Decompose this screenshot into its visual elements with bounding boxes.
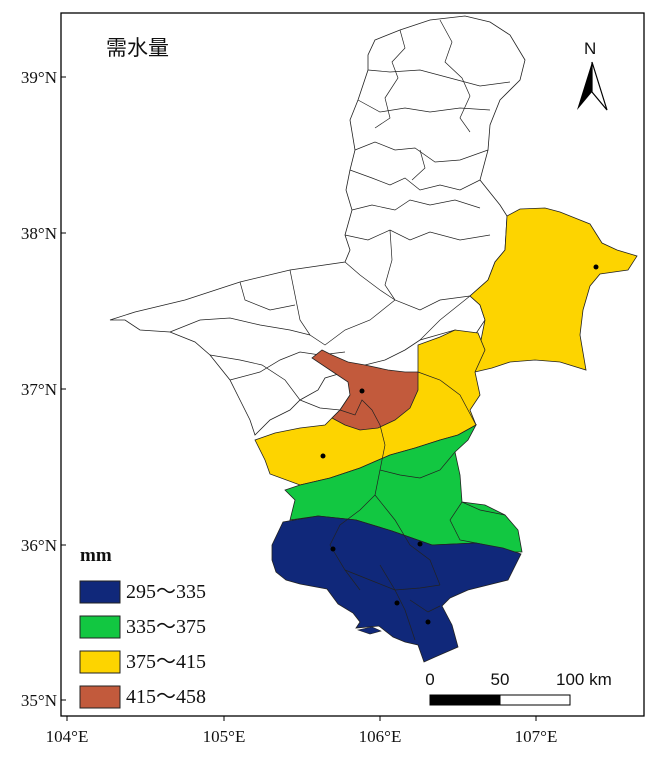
- lat-label: 35°N: [21, 691, 57, 710]
- lon-ticks: 104°E 105°E 106°E 107°E: [46, 716, 558, 746]
- station-dot: [330, 546, 336, 552]
- lat-label: 39°N: [21, 68, 57, 87]
- legend-swatch: [79, 685, 121, 709]
- lon-label: 106°E: [359, 727, 402, 746]
- north-label: N: [584, 39, 596, 58]
- north-region: [109, 15, 526, 436]
- station-dot: [359, 388, 365, 394]
- legend: mm 295～335 335～375 375～415 415～458: [79, 545, 206, 709]
- exclave: [356, 626, 382, 635]
- scale-label: 100 km: [556, 670, 612, 689]
- lat-ticks: 39°N 38°N 37°N 36°N 35°N: [21, 68, 66, 710]
- legend-swatch: [79, 615, 121, 639]
- stations: [320, 264, 599, 625]
- legend-label: 335～375: [126, 616, 206, 638]
- north-arrow-icon: N: [577, 39, 608, 111]
- scale-bar: 0 50 100 km: [425, 670, 612, 706]
- legend-swatch: [79, 580, 121, 604]
- station-dot: [320, 453, 326, 459]
- lon-label: 104°E: [46, 727, 89, 746]
- legend-unit: mm: [80, 545, 112, 566]
- legend-swatch: [79, 650, 121, 674]
- legend-label: 415～458: [126, 686, 206, 708]
- zone-375-415-east: [469, 207, 638, 373]
- lat-label: 36°N: [21, 536, 57, 555]
- station-dot: [417, 541, 423, 547]
- legend-label: 295～335: [126, 581, 206, 603]
- zone-415-458: [311, 349, 419, 431]
- county-boundaries: [169, 19, 511, 401]
- station-dot: [394, 600, 400, 606]
- scale-label: 50: [491, 670, 510, 689]
- map-title: 需水量: [106, 36, 169, 60]
- lon-label: 105°E: [203, 727, 246, 746]
- scale-label: 0: [425, 670, 434, 689]
- station-dot: [593, 264, 599, 270]
- legend-label: 375～415: [126, 651, 206, 673]
- lon-label: 107°E: [515, 727, 558, 746]
- colored-county-boundaries: [299, 371, 506, 641]
- station-dot: [425, 619, 431, 625]
- lat-label: 38°N: [21, 224, 57, 243]
- lat-label: 37°N: [21, 380, 57, 399]
